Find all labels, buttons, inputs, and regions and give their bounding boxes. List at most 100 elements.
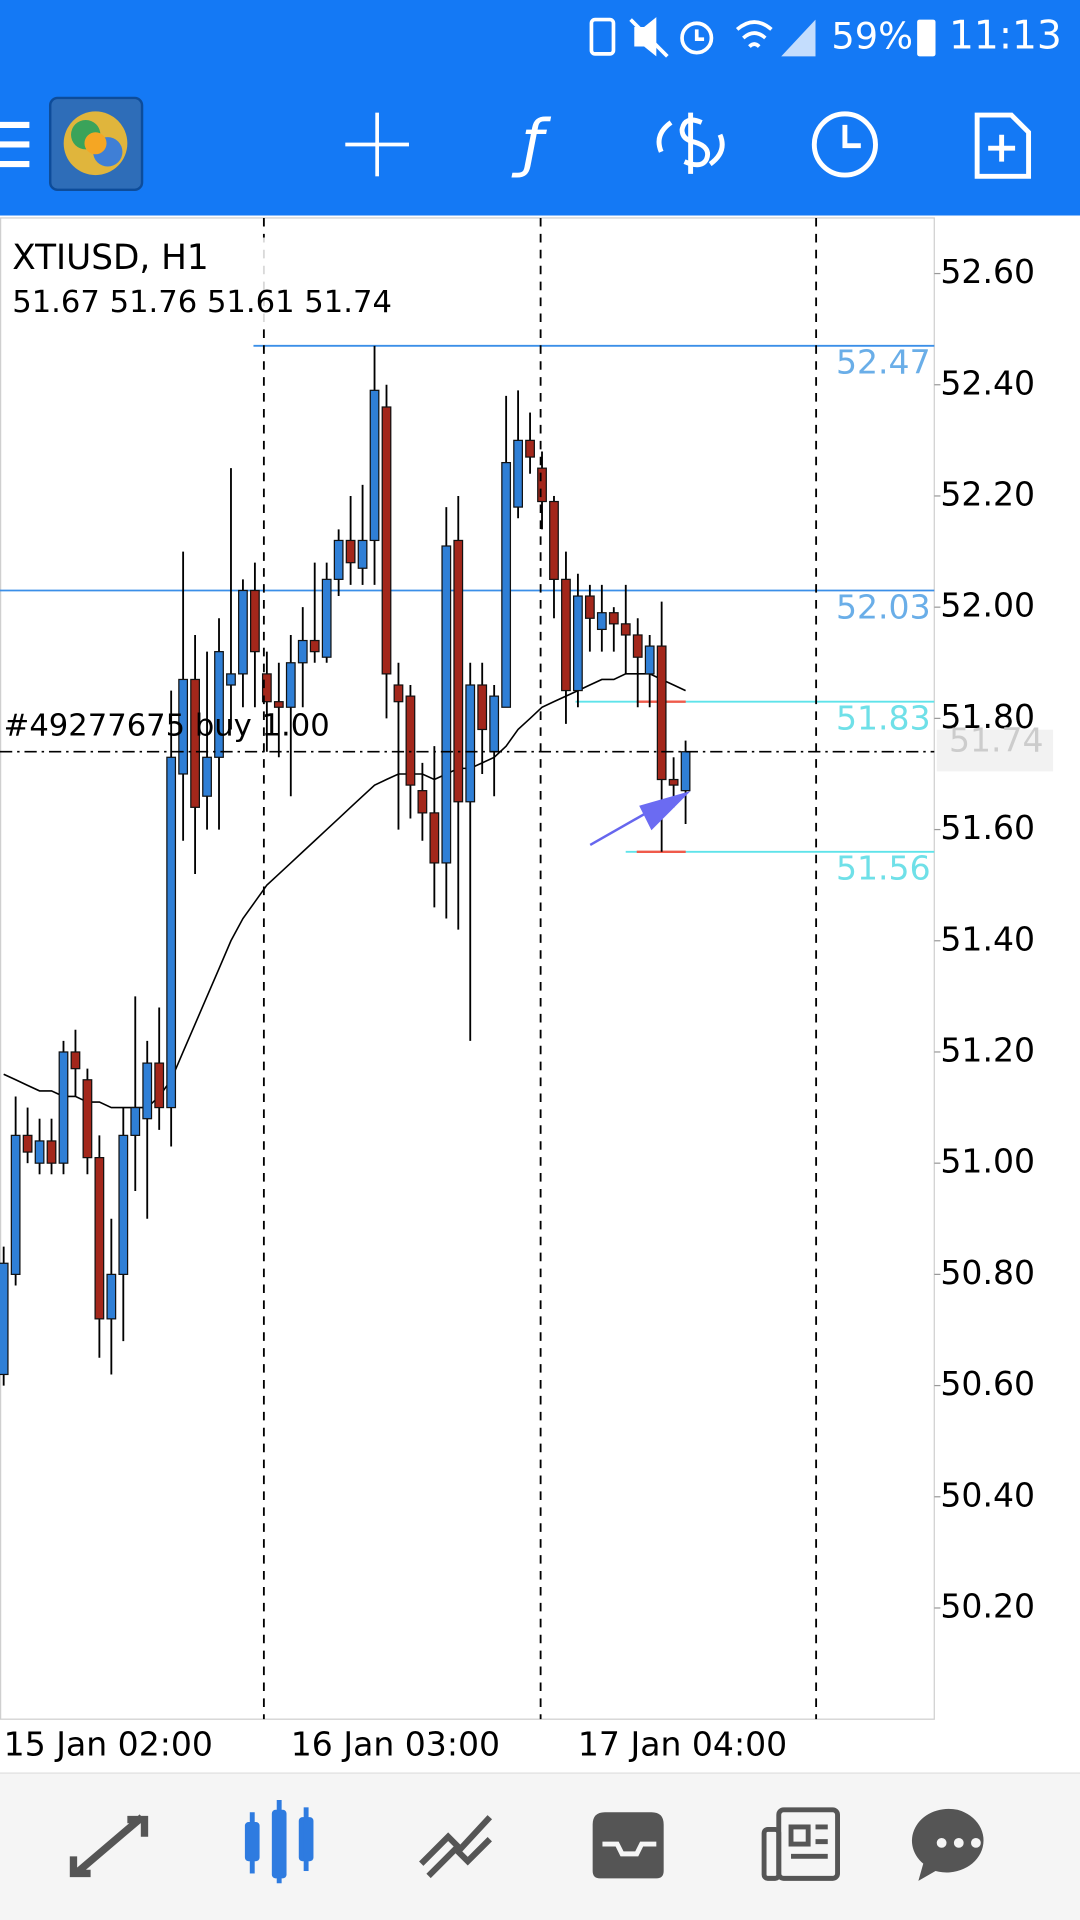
new-order-button[interactable] [974, 112, 1032, 179]
candle-body [465, 684, 476, 803]
price-tag: 51.74 [949, 720, 1044, 759]
candle-body [154, 1062, 165, 1109]
moving-average [3, 673, 686, 1109]
level-label: 52.03 [836, 587, 931, 626]
candle-body [393, 684, 404, 703]
candle-body [94, 1157, 105, 1320]
app-bar [0, 0, 1080, 216]
candle-body [214, 651, 224, 758]
candle-body [333, 539, 344, 580]
y-tick-label: 50.20 [940, 1586, 1035, 1625]
candle-body [417, 790, 428, 814]
clock: 11:13 [949, 13, 1062, 58]
candle-body [501, 461, 512, 708]
x-tick-label: 16 Jan 03:00 [291, 1725, 500, 1764]
period-separators [262, 217, 818, 1720]
candle-body [118, 1134, 129, 1275]
candle-body [58, 1051, 69, 1164]
quotes-tab[interactable] [69, 1814, 149, 1878]
trade-button[interactable] [656, 112, 725, 174]
app-logo[interactable] [48, 96, 144, 192]
y-tick-label: 52.00 [940, 586, 1035, 625]
chat-tab[interactable] [911, 1808, 984, 1881]
candle-body [525, 439, 535, 458]
y-tick-label: 52.20 [940, 474, 1035, 513]
y-tick-label: 51.60 [940, 808, 1035, 847]
y-tick-label: 50.40 [940, 1475, 1035, 1514]
candle-body [644, 645, 655, 675]
candle-body [537, 467, 547, 503]
order-label: #49277675 buy 1.00 [4, 709, 330, 744]
symbol-title: XTIUSD, H1 [12, 238, 208, 278]
candle-body [261, 673, 272, 703]
candle-body [178, 678, 189, 775]
candle-body [573, 595, 583, 692]
candle-body [321, 578, 332, 658]
candle-body [680, 751, 691, 792]
y-tick-label: 51.80 [940, 697, 1035, 736]
candle-body [513, 439, 523, 508]
status-icons [589, 17, 936, 58]
level-label: 52.47 [836, 343, 931, 382]
trade-tab[interactable] [419, 1815, 493, 1879]
candle-body [297, 639, 308, 664]
candle-body [0, 1262, 9, 1376]
candle-body [34, 1140, 45, 1164]
header-bg [6, 237, 447, 329]
candle-body [22, 1134, 33, 1153]
y-tick-label: 51.40 [940, 919, 1035, 958]
candle-body [429, 812, 440, 864]
candle-body [202, 756, 212, 797]
candle-body [381, 406, 392, 675]
candle-body [584, 595, 595, 619]
candle-body [226, 673, 236, 686]
candle-body [477, 684, 488, 731]
candle-body [489, 695, 500, 753]
candle-body [70, 1051, 81, 1070]
candle-body [453, 539, 464, 803]
candle-body [561, 578, 571, 692]
news-tab[interactable] [761, 1807, 840, 1881]
y-tick-label: 50.80 [940, 1253, 1035, 1292]
y-tick-label: 50.60 [940, 1364, 1035, 1403]
candle-body [357, 539, 368, 569]
candle-body [190, 678, 200, 808]
candle-body [369, 389, 380, 542]
candle-body [285, 662, 296, 708]
candle-body [549, 500, 559, 580]
menu-button[interactable] [0, 121, 30, 168]
candle-body [250, 589, 260, 653]
bottom-nav [0, 1773, 1080, 1920]
candle-body [345, 539, 356, 564]
plot [0, 344, 935, 1386]
period-button[interactable] [811, 111, 878, 178]
candle-body [441, 545, 452, 864]
candle-body [142, 1062, 153, 1120]
candle-body [166, 756, 177, 1109]
price-tag-bg [936, 729, 1054, 772]
level-label: 51.83 [836, 699, 931, 738]
x-tick-label: 17 Jan 04:00 [578, 1725, 787, 1764]
chart-tab[interactable] [244, 1800, 314, 1884]
history-tab[interactable] [592, 1812, 664, 1879]
candle-body [130, 1106, 141, 1136]
candle-body [82, 1079, 93, 1159]
crosshair-button[interactable] [345, 112, 409, 177]
candle-body [596, 612, 607, 631]
candle-body [620, 623, 631, 636]
candle-body [608, 612, 619, 625]
battery-percent: 59% [831, 14, 913, 57]
candle-body [46, 1140, 57, 1164]
candle-body [106, 1273, 117, 1320]
y-tick-label: 51.20 [940, 1030, 1035, 1069]
ohlc-readout: 51.67 51.76 51.61 51.74 [12, 285, 392, 320]
candle-body [238, 589, 248, 675]
x-tick-label: 15 Jan 02:00 [4, 1725, 213, 1764]
candle-body [10, 1134, 21, 1275]
candle-body [656, 645, 667, 781]
level-label: 51.56 [836, 849, 931, 888]
y-tick-label: 52.60 [940, 252, 1035, 291]
chart-area [0, 217, 935, 1720]
